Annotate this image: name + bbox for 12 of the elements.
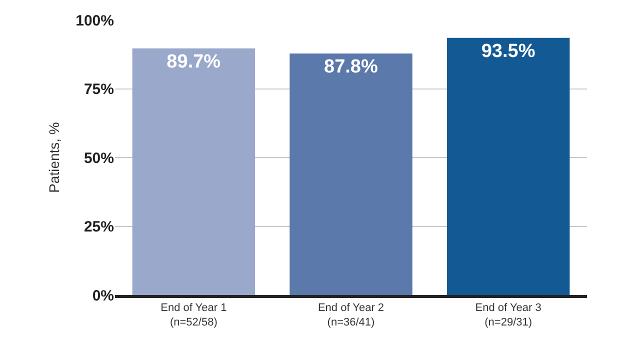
- x-tick-label: End of Year 1 (n=52/58): [160, 302, 227, 328]
- x-tick-label: End of Year 2 (n=36/41): [318, 302, 384, 328]
- data-label: 87.8%: [324, 56, 378, 78]
- y-tick-label: 75%: [84, 81, 114, 98]
- x-tick-label: End of Year 3 (n=29/31): [475, 302, 542, 328]
- y-tick-label: 25%: [84, 218, 114, 236]
- y-tick-label: 50%: [84, 150, 114, 167]
- y-tick-label: 100%: [76, 12, 114, 30]
- y-tick-label: 0%: [92, 287, 114, 304]
- data-label: 93.5%: [481, 40, 536, 62]
- data-label: 89.7%: [166, 51, 221, 72]
- y-axis-title: Patients, %: [46, 122, 62, 193]
